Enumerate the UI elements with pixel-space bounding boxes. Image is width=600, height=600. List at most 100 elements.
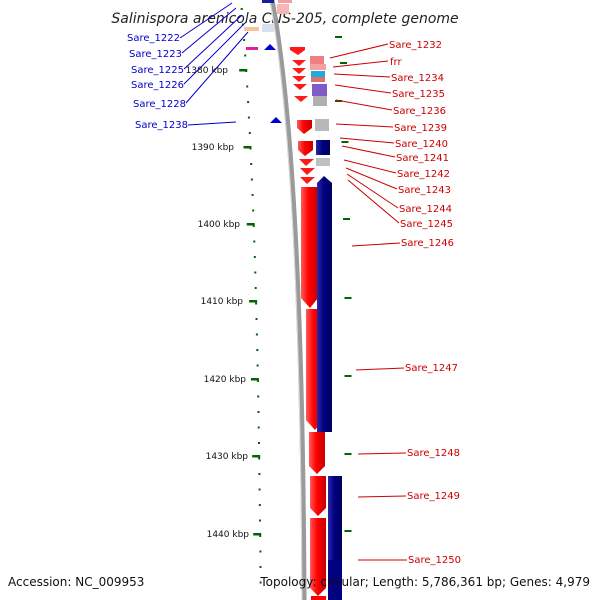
- topology-text: Topology: circular; Length: 5,786,361 bp…: [259, 575, 590, 589]
- gene-label-sare-1244[interactable]: Sare_1244: [399, 204, 452, 215]
- gene-label-sare-1248[interactable]: Sare_1248: [407, 448, 460, 459]
- leader-line: [183, 21, 247, 85]
- leader-line: [333, 73, 391, 78]
- reverse-genes: [316, 140, 342, 600]
- scale-dot: [240, 8, 243, 10]
- scale-dot: [255, 318, 258, 320]
- gene-label-sare-1234[interactable]: Sare_1234: [391, 73, 444, 84]
- right-tick-mark: [340, 62, 347, 64]
- gene-label-sare-1236[interactable]: Sare_1236: [393, 106, 446, 117]
- gene-sare-1250: [310, 518, 326, 596]
- leader-line: [351, 242, 401, 247]
- gene-label-sare-1225[interactable]: Sare_1225: [131, 65, 184, 76]
- scale-dot: [251, 194, 254, 196]
- scale-dot: [252, 209, 255, 212]
- scale-dot: [259, 581, 262, 584]
- scale-dot: [250, 163, 253, 165]
- leader-line: [335, 99, 393, 111]
- gene-label-sare-1245[interactable]: Sare_1245: [400, 219, 453, 230]
- scale-major-tick: [239, 69, 248, 72]
- leader-line: [187, 121, 237, 126]
- gene-label-sare-1222[interactable]: Sare_1222: [127, 33, 180, 44]
- scale-dot: [248, 132, 251, 134]
- scale-dot: [257, 395, 260, 398]
- scale-dot: [256, 380, 259, 382]
- feature-block: [244, 27, 259, 31]
- gene-label-sare-1242[interactable]: Sare_1242: [397, 169, 450, 180]
- gene-label-sare-1228[interactable]: Sare_1228: [133, 99, 186, 110]
- right-tick-mark: [344, 297, 352, 299]
- right-tick-mark: [335, 100, 342, 102]
- scale-dot: [247, 101, 250, 103]
- gene-label-sare-1232[interactable]: Sare_1232: [389, 40, 442, 51]
- scale-label-1390: 1390 kbp: [192, 143, 235, 153]
- scale-dot: [246, 85, 249, 88]
- scale-dot: [258, 504, 261, 506]
- scale-dot: [247, 116, 250, 119]
- gene-label-sare-1226[interactable]: Sare_1226: [131, 80, 184, 91]
- gene-label-frr[interactable]: frr: [390, 57, 402, 68]
- leader-line: [346, 173, 399, 209]
- leader-line: [329, 43, 389, 59]
- scale-dot: [255, 333, 258, 336]
- leader-line: [185, 31, 249, 104]
- scale-dot: [243, 39, 246, 41]
- reverse-gene-arrow: [316, 140, 330, 155]
- scale-major-tick: [250, 378, 259, 381]
- feature-block: [310, 64, 326, 70]
- scale-dot: [258, 442, 260, 444]
- gene-label-sare-1238[interactable]: Sare_1238: [135, 120, 188, 131]
- scale-major-tick: [253, 533, 262, 536]
- gene-label-sare-1223[interactable]: Sare_1223: [129, 49, 182, 60]
- scale-dot: [257, 411, 260, 413]
- gene-label-sare-1249[interactable]: Sare_1249: [407, 491, 460, 502]
- gene-label-sare-1235[interactable]: Sare_1235: [392, 89, 445, 100]
- scale-dot: [254, 287, 257, 289]
- feature-block: [315, 119, 329, 131]
- feature-block: [246, 47, 258, 50]
- right-tick-mark: [335, 36, 342, 38]
- scale-major-tick: [246, 223, 255, 226]
- scale-dot: [258, 488, 261, 491]
- map-title: Salinispora arenicola CNS-205, complete …: [111, 11, 458, 27]
- scale-dot: [259, 566, 262, 568]
- gene-label-sare-1243[interactable]: Sare_1243: [398, 185, 451, 196]
- right-tick-mark: [344, 375, 352, 377]
- right-gene-labels: Sare_1232 frr Sare_1234 Sare_1235 Sare_1…: [329, 40, 461, 566]
- gene-label-sare-1246[interactable]: Sare_1246: [401, 238, 454, 249]
- gene-sare-1246: [301, 187, 318, 308]
- leader-line: [357, 495, 407, 498]
- feature-block: [312, 84, 327, 96]
- gene-label-sare-1250[interactable]: Sare_1250: [408, 555, 461, 566]
- forward-gene-arrow: [298, 141, 313, 156]
- gene-label-sare-1240[interactable]: Sare_1240: [395, 139, 448, 150]
- leader-line: [355, 367, 405, 371]
- leader-line: [334, 84, 392, 94]
- scale-dot: [259, 519, 261, 522]
- scale-label-1420: 1420 kbp: [204, 375, 247, 385]
- forward-gene-arrow: [299, 159, 314, 166]
- forward-gene-arrow: [297, 120, 312, 134]
- left-gene-labels: Sare_1222 Sare_1223 Sare_1225 Sare_1226 …: [127, 2, 249, 131]
- feature-block: [262, 0, 274, 3]
- reverse-gene: [328, 476, 342, 560]
- leader-line: [183, 14, 243, 70]
- scale-labels: 1380 kbp 1390 kbp 1400 kbp 1410 kbp 1420…: [186, 66, 250, 540]
- gene-label-sare-1241[interactable]: Sare_1241: [396, 153, 449, 164]
- leader-line: [181, 7, 237, 54]
- forward-small-genes: [290, 47, 315, 184]
- scale-dot: [259, 550, 262, 553]
- scale-label-1380: 1380 kbp: [186, 66, 229, 76]
- gene-label-sare-1239[interactable]: Sare_1239: [394, 123, 447, 134]
- feature-blocks: [310, 56, 330, 166]
- scale-dot: [254, 271, 257, 274]
- scale-ticks: [240, 8, 262, 584]
- scale-label-1440: 1440 kbp: [207, 530, 250, 540]
- reverse-gene-long: [317, 176, 332, 432]
- accession-text: Accession: NC_009953: [8, 575, 144, 589]
- right-tick-mark: [344, 530, 352, 532]
- right-tick-marks: [335, 36, 352, 532]
- feature-block: [311, 71, 325, 77]
- genome-backbone: [269, 0, 307, 600]
- gene-label-sare-1247[interactable]: Sare_1247: [405, 363, 458, 374]
